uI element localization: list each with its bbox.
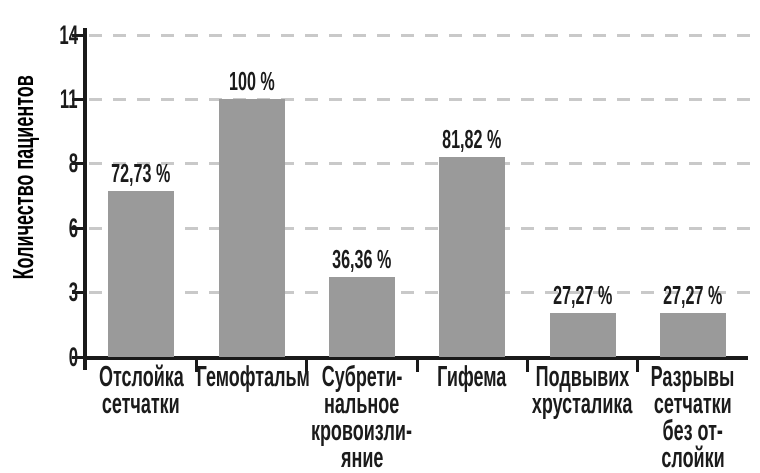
x-axis-line xyxy=(83,356,748,360)
gridline xyxy=(89,291,750,295)
y-axis-tick xyxy=(72,291,86,295)
x-tick-label: Гифема xyxy=(382,361,562,393)
x-tick-label-text: сетчатки xyxy=(653,388,732,420)
x-tick-label-text: хрусталика xyxy=(532,388,633,420)
bar-value-label: 81,82 % xyxy=(382,126,562,152)
y-tick-label: 11 xyxy=(0,83,78,114)
y-tick-label-text: 11 xyxy=(60,83,78,114)
x-axis-tick xyxy=(415,359,419,372)
x-tick-label: Субрети-нальное кровоизли-яние xyxy=(272,361,452,473)
x-tick-label-text: сетчатки xyxy=(102,388,181,420)
y-tick-label: 8 xyxy=(0,150,78,177)
y-axis-tick xyxy=(72,355,86,359)
x-tick-label-line: Подвывих xyxy=(493,361,673,393)
bar-value-label: 27,27 % xyxy=(493,282,673,308)
bar-value-label: 72,73 % xyxy=(51,160,231,186)
x-tick-label-line: хрусталика xyxy=(493,388,673,420)
x-tick-label: Разрывы сетчатки без от-слойки xyxy=(603,361,760,473)
y-tick-label-text: 3 xyxy=(68,277,78,308)
x-axis-tick xyxy=(305,359,309,372)
x-tick-label-text: яние xyxy=(340,442,384,473)
x-tick-label-line: Разрывы xyxy=(603,361,760,393)
y-axis-line xyxy=(83,28,87,370)
bar xyxy=(218,99,285,357)
y-tick-label: 3 xyxy=(0,279,78,306)
y-tick-label-text: 14 xyxy=(59,19,78,50)
y-tick-label: 14 xyxy=(0,19,78,50)
x-tick-label-text: нальное xyxy=(324,388,400,420)
bar xyxy=(328,276,395,357)
x-tick-label: Подвывих хрусталика xyxy=(493,361,673,420)
x-tick-label-line: яние xyxy=(272,442,452,473)
x-tick-label: Гемофтальм xyxy=(162,361,342,393)
bar-value-label-text: 36,36 % xyxy=(332,243,392,274)
y-tick-label: 0 xyxy=(0,341,78,372)
bar-value-label: 27,27 % xyxy=(603,282,760,308)
bar-value-label: 100 % xyxy=(162,68,342,94)
x-tick-label-text: слойки xyxy=(661,442,725,473)
x-tick-label-line: Гемофтальм xyxy=(162,361,342,393)
y-axis-tick xyxy=(72,97,86,101)
x-tick-label-line: сетчатки xyxy=(603,388,760,420)
y-axis-tick xyxy=(72,226,86,230)
x-tick-label-line: кровоизли- xyxy=(272,415,452,447)
x-axis-tick xyxy=(525,359,529,372)
y-axis-tick xyxy=(72,162,86,166)
x-axis-tick xyxy=(194,359,198,372)
gridline xyxy=(89,162,750,166)
x-tick-label-text: Отслойка xyxy=(98,361,184,393)
y-tick-label-text: 0 xyxy=(68,341,78,372)
bar xyxy=(659,313,726,357)
gridline xyxy=(89,33,750,37)
bar-value-label-text: 27,27 % xyxy=(663,280,723,311)
bar xyxy=(108,191,175,357)
x-tick-label-text: без от- xyxy=(662,415,724,447)
bar-value-label-text: 27,27 % xyxy=(552,280,613,311)
x-tick-label-line: без от- xyxy=(603,415,760,447)
y-tick-label: 6 xyxy=(0,212,78,243)
x-tick-label-line: слойки xyxy=(603,442,760,473)
x-axis-tick xyxy=(636,359,640,372)
bar-value-label-text: 100 % xyxy=(228,66,275,97)
bar xyxy=(549,313,616,357)
x-tick-label-line: Субрети- xyxy=(272,361,452,393)
bar-value-label-text: 72,73 % xyxy=(111,158,171,189)
x-tick-label: Отслойка сетчатки xyxy=(51,361,231,420)
x-tick-label-text: Разрывы xyxy=(650,361,735,393)
bar-value-label: 36,36 % xyxy=(272,246,452,272)
y-tick-label-text: 6 xyxy=(68,212,78,243)
x-tick-label-text: Субрети- xyxy=(321,361,403,393)
x-tick-label-line: нальное xyxy=(272,388,452,420)
x-tick-label-text: Гемофтальм xyxy=(196,361,310,393)
x-tick-label-text: Подвывих xyxy=(535,361,630,393)
bar-value-label-text: 81,82 % xyxy=(442,123,502,154)
x-tick-label-line: Отслойка xyxy=(51,361,231,393)
gridline xyxy=(89,226,750,230)
x-tick-label-line: сетчатки xyxy=(51,388,231,420)
gridline xyxy=(89,97,750,101)
x-tick-label-text: Гифема xyxy=(437,361,507,393)
bar xyxy=(439,156,506,357)
y-tick-label-text: 8 xyxy=(68,148,78,179)
x-tick-label-line: Гифема xyxy=(382,361,562,393)
x-tick-label-text: кровоизли- xyxy=(311,415,413,447)
y-axis-tick xyxy=(72,33,86,37)
